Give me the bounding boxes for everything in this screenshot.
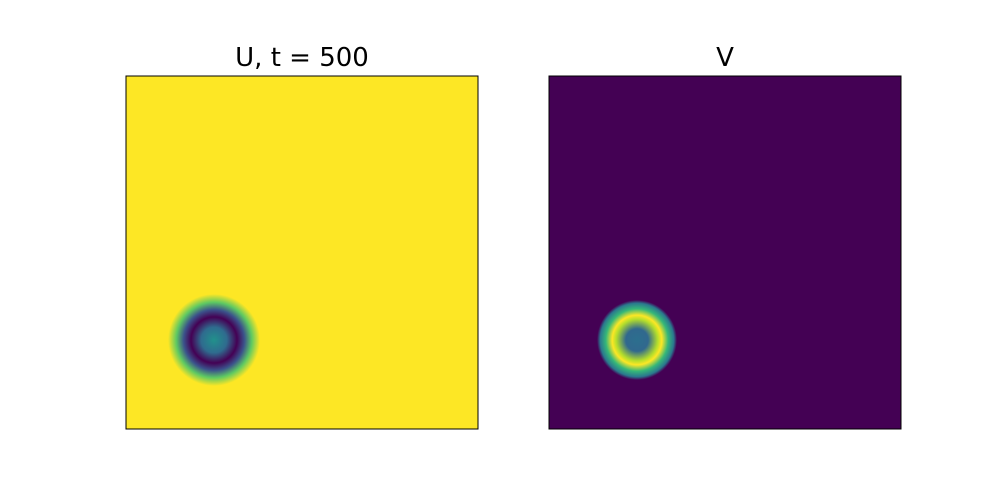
heatmap-v-frame bbox=[548, 75, 902, 430]
heatmap-v bbox=[548, 75, 902, 430]
heatmap-u-background bbox=[126, 76, 478, 429]
heatmap-u-frame bbox=[125, 75, 479, 430]
chart-title-u: U, t = 500 bbox=[235, 43, 369, 73]
heatmap-u bbox=[125, 75, 479, 430]
heatmap-v-background bbox=[549, 76, 901, 429]
chart-title-v: V bbox=[716, 43, 734, 73]
heatmap-u-ring bbox=[168, 294, 260, 386]
heatmap-v-ring bbox=[597, 300, 677, 380]
